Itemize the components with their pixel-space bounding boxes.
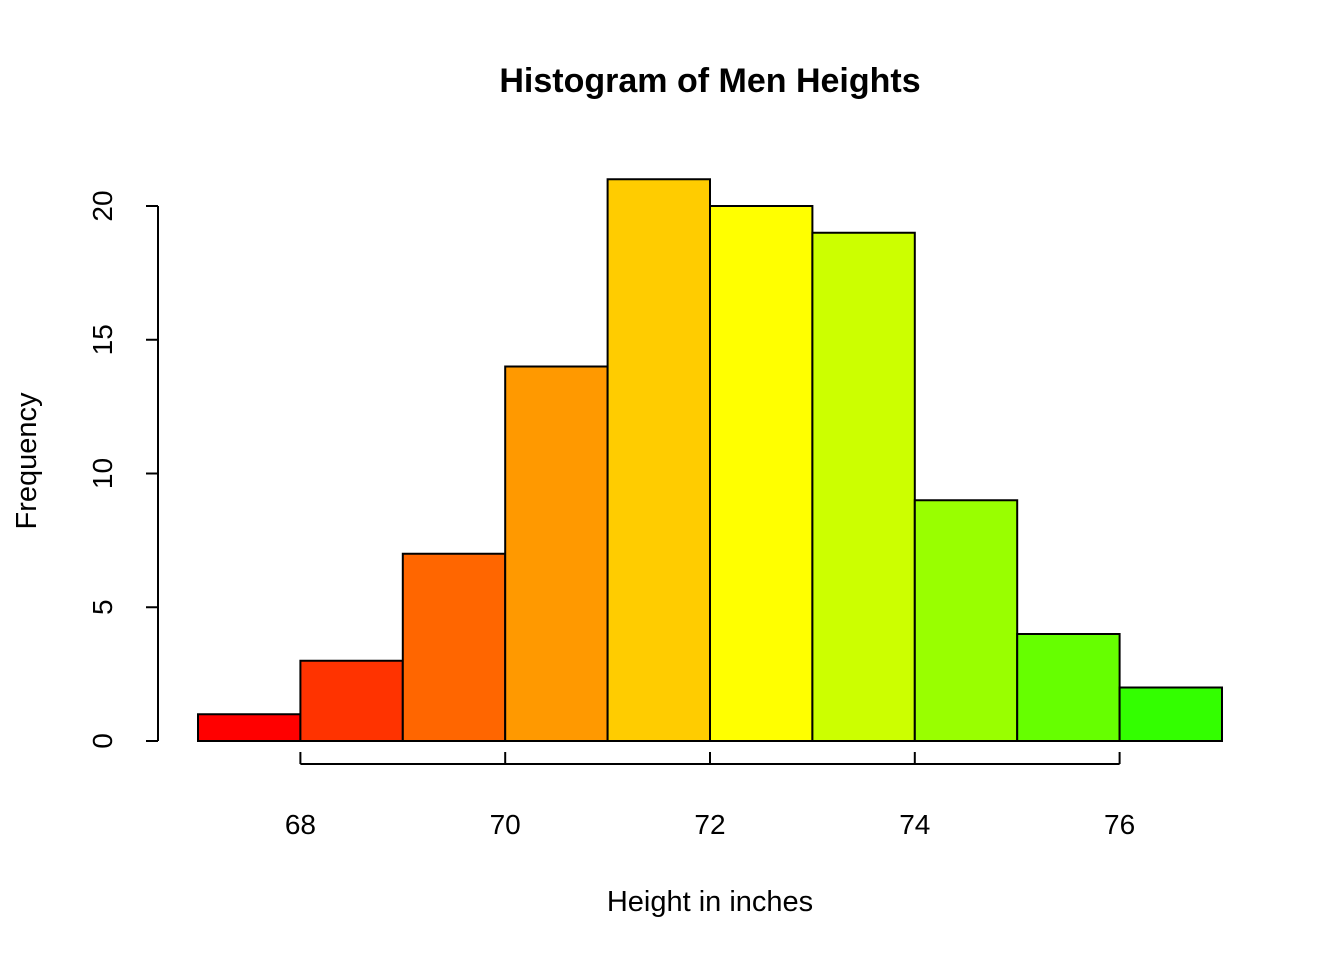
y-axis: 0 5 10 15 20 (87, 190, 159, 749)
histogram-bar-8 (913, 499, 1019, 742)
y-axis-label: Frequency (11, 392, 43, 530)
y-tick-label: 5 (87, 599, 118, 615)
x-tick-label: 74 (899, 809, 930, 840)
histogram-bar-3 (401, 552, 507, 742)
y-tick-label: 0 (87, 733, 118, 749)
histogram-bar-1 (197, 713, 302, 742)
x-axis: 68 70 72 74 76 (285, 752, 1135, 840)
histogram-bar-4 (504, 365, 609, 742)
histogram-bar-5 (606, 178, 711, 742)
histogram-bar-7 (811, 231, 916, 742)
histogram-bar-2 (299, 659, 404, 742)
y-tick-label: 20 (87, 190, 118, 221)
x-tick-label: 72 (694, 809, 725, 840)
x-tick-label: 76 (1104, 809, 1135, 840)
y-tick-label: 15 (87, 324, 118, 355)
x-axis-label: Height in inches (607, 886, 813, 918)
x-tick-label: 70 (490, 809, 521, 840)
histogram-bar-6 (709, 205, 814, 742)
histogram-bar-9 (1016, 633, 1121, 742)
chart-title: Histogram of Men Heights (499, 62, 920, 100)
bars-group (197, 178, 1223, 742)
x-tick-label: 68 (285, 809, 316, 840)
histogram-bar-10 (1118, 686, 1223, 742)
y-tick-label: 10 (87, 458, 118, 489)
